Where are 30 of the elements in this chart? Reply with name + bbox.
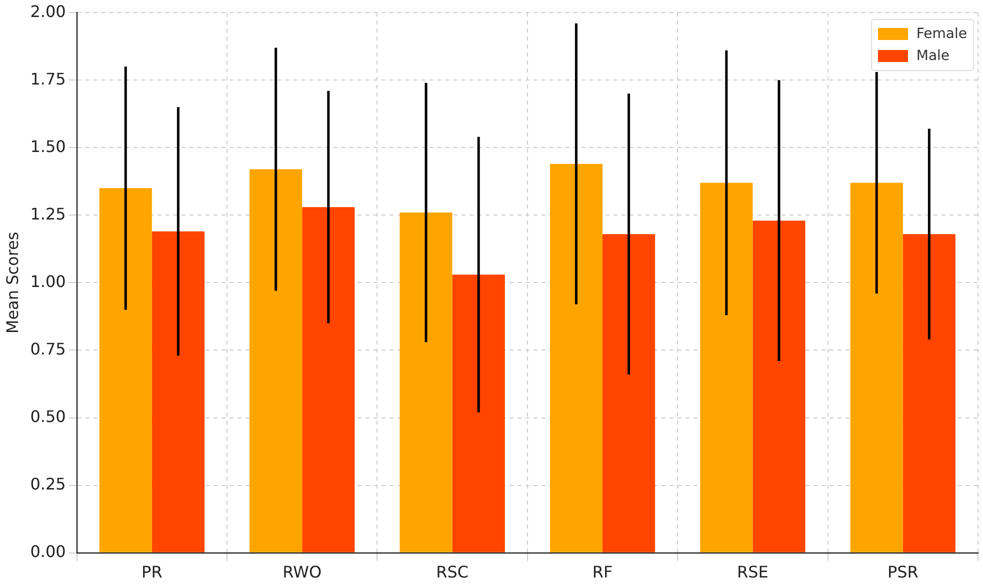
y-tick-label: 1.75 (30, 69, 66, 88)
bar (400, 212, 452, 552)
x-tick-label: RSE (737, 562, 768, 582)
y-tick-label: 2.00 (30, 2, 66, 21)
bar (302, 207, 355, 552)
x-tick-label: RWO (282, 562, 322, 582)
legend-label: Female (916, 24, 967, 44)
y-tick-label: 1.25 (30, 204, 66, 224)
y-tick-label: 0.50 (30, 406, 66, 426)
bar (550, 164, 603, 552)
x-tick-label: RF (592, 562, 613, 582)
y-tick-label: 1.00 (30, 272, 66, 291)
bar (850, 182, 903, 552)
x-tick-label: PR (142, 562, 162, 582)
y-tick-label: 1.50 (30, 136, 66, 156)
y-tick-label: 0.75 (30, 339, 66, 358)
bar (700, 182, 753, 552)
y-tick-label: 0.00 (30, 542, 66, 561)
bar (602, 234, 656, 552)
bar (902, 234, 956, 552)
y-tick-label: 0.25 (30, 474, 66, 494)
bar (250, 169, 302, 552)
x-tick-label: PSR (887, 562, 918, 582)
y-axis-title: Mean Scores (2, 232, 22, 334)
x-tick-label: RSC (436, 562, 469, 582)
bar (152, 231, 204, 552)
bar (99, 188, 152, 552)
legend-label: Male (916, 46, 950, 66)
bar (452, 274, 505, 552)
bar (752, 220, 806, 552)
